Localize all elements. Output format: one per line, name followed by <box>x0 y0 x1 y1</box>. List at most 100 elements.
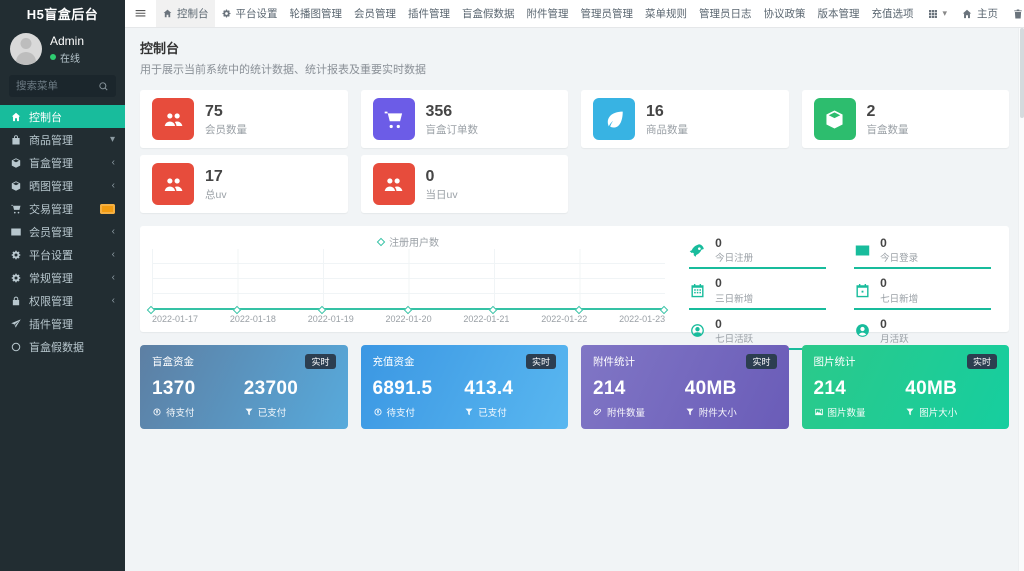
scrollbar[interactable] <box>1018 28 1024 571</box>
mini-stat-label: 三日新增 <box>715 293 754 305</box>
mini-stat-value: 0 <box>880 316 887 331</box>
leaf-icon <box>603 108 626 131</box>
trash-icon <box>1012 8 1024 20</box>
search-input[interactable] <box>16 80 98 92</box>
app-title: H5盲盒后台 <box>26 6 99 22</box>
scrollbar-thumb[interactable] <box>1020 28 1024 118</box>
mini-stat: 0 今日注册 <box>689 236 827 270</box>
home-button[interactable]: 主页 <box>954 0 1005 27</box>
rocket-icon <box>689 242 706 259</box>
sidebar: H5盲盒后台 Admin 在线 控制台 商品管理 ▾ 盲盒管理 ‹ <box>0 0 125 571</box>
mini-stat: 0 三日新增 <box>689 276 827 310</box>
chart-legend[interactable]: 注册用户数 <box>152 234 665 249</box>
sidebar-item-permission[interactable]: 权限管理 ‹ <box>0 289 125 312</box>
tab-plugins[interactable]: 插件管理 <box>402 0 456 27</box>
stat-cards-row-1: 75 会员数量 356 盲盒订单数 16 商品数量 2 盲盒数量 <box>140 90 1009 148</box>
mini-stat-value: 0 <box>880 236 887 250</box>
users-icon <box>162 108 185 131</box>
page-subtitle: 用于展示当前系统中的统计数据、统计报表及重要实时数据 <box>140 64 426 76</box>
box-icon <box>10 157 22 169</box>
sidebar-toggle-button[interactable] <box>125 0 156 28</box>
sidebar-item-general[interactable]: 常规管理 ‹ <box>0 266 125 289</box>
summary-label: 待支付 <box>166 408 195 419</box>
sidebar-item-fakedata[interactable]: 盲盒假数据 <box>0 335 125 358</box>
sidebar-item-blindbox[interactable]: 盲盒管理 ‹ <box>0 151 125 174</box>
tab-attachments[interactable]: 附件管理 <box>521 0 575 27</box>
stat-label: 盲盒数量 <box>866 123 909 136</box>
stat-value: 356 <box>425 102 453 120</box>
sidebar-item-photos[interactable]: 晒图管理 ‹ <box>0 174 125 197</box>
summary-card: 盲盒资金 实时 1370 待支付 23700 已支付 <box>140 345 348 429</box>
summary-card-title: 盲盒资金 <box>152 356 194 368</box>
summary-left: 6891.5 待支付 <box>373 378 465 419</box>
summary-right: 40MB 附件大小 <box>685 378 777 419</box>
sidebar-item-label: 晒图管理 <box>29 180 73 193</box>
tab-fakedata[interactable]: 盲盒假数据 <box>456 0 521 27</box>
stat-icon-box <box>372 163 415 205</box>
summary-card: 图片统计 实时 214 图片数量 40MB 图片大小 <box>801 345 1009 429</box>
image-icon <box>814 407 824 417</box>
tab-admins[interactable]: 管理员管理 <box>575 0 640 27</box>
summary-left: 1370 待支付 <box>152 378 244 419</box>
line-chart: 注册用户数 2022-01-17 2022-01-18 2022-01-19 2022… <box>146 234 675 324</box>
stat-icon-box <box>152 163 194 205</box>
summary-label: 待支付 <box>386 408 416 419</box>
search-icon[interactable] <box>98 81 109 92</box>
user-filled-icon <box>854 322 871 339</box>
sidebar-item-label: 平台设置 <box>29 249 73 262</box>
mini-stat-label: 七日新增 <box>880 293 919 305</box>
tab-carousel[interactable]: 轮播图管理 <box>284 0 349 27</box>
summary-card: 充值资金 实时 6891.5 待支付 413.4 已支付 <box>360 345 568 429</box>
tab-recharge-options[interactable]: 充值选项 <box>866 0 920 27</box>
sidebar-item-dashboard[interactable]: 控制台 <box>0 105 125 128</box>
mini-stat-value: 0 <box>715 276 722 291</box>
tab-menu-rules[interactable]: 菜单规则 <box>639 0 693 27</box>
tab-versions[interactable]: 版本管理 <box>812 0 866 27</box>
stat-value: 17 <box>205 167 223 185</box>
menu-icon <box>134 7 147 20</box>
circle-icon <box>10 341 22 353</box>
funnel-icon <box>464 407 474 417</box>
tab-members[interactable]: 会员管理 <box>348 0 402 27</box>
sidebar-item-trade[interactable]: 交易管理 <box>0 197 125 220</box>
panel-dropdown-button[interactable]: ▾ <box>920 0 955 27</box>
sidebar-item-platform[interactable]: 平台设置 ‹ <box>0 243 125 266</box>
page-title: 控制台 <box>140 41 180 56</box>
x-tick-label: 2022-01-18 <box>229 314 276 324</box>
sidebar-item-goods[interactable]: 商品管理 ▾ <box>0 128 125 151</box>
mini-stat-value: 0 <box>880 276 887 291</box>
home-icon <box>10 111 22 123</box>
menu-badge <box>100 203 115 214</box>
paperclip-icon <box>593 407 603 417</box>
stat-icon-box <box>813 98 856 140</box>
tab-label: 盲盒假数据 <box>462 8 515 20</box>
sidebar-item-members[interactable]: 会员管理 ‹ <box>0 220 125 243</box>
stat-card: 2 盲盒数量 <box>801 90 1009 148</box>
stat-value: 0 <box>425 167 435 185</box>
caret-down-icon: ▾ <box>942 8 948 18</box>
cart-icon <box>10 203 22 215</box>
tab-console[interactable]: 控制台 <box>156 0 215 27</box>
summary-right: 23700 已支付 <box>244 378 336 419</box>
summary-value: 1370 <box>152 378 196 399</box>
sidebar-item-plugins[interactable]: 插件管理 <box>0 312 125 335</box>
plane-icon <box>10 318 22 330</box>
tab-label: 控制台 <box>177 8 209 20</box>
tab-policies[interactable]: 协议政策 <box>758 0 812 27</box>
clear-cache-button[interactable]: 清除缓存 <box>1005 0 1024 28</box>
summary-value: 40MB <box>684 378 737 399</box>
summary-label: 已支付 <box>478 408 507 419</box>
x-tick-label: 2022-01-23 <box>619 314 666 324</box>
mini-stat-label: 今日注册 <box>715 253 754 265</box>
coin-icon <box>152 407 162 417</box>
funnel-icon <box>685 407 695 417</box>
stat-label: 商品数量 <box>646 123 688 136</box>
tab-admin-logs[interactable]: 管理员日志 <box>693 0 758 27</box>
summary-value: 214 <box>593 378 626 399</box>
users-icon <box>162 173 185 196</box>
idcard-icon <box>854 242 871 259</box>
summary-label: 附件数量 <box>607 408 646 419</box>
tab-platform-settings[interactable]: 平台设置 <box>215 0 284 27</box>
tab-label: 管理员管理 <box>580 8 634 20</box>
